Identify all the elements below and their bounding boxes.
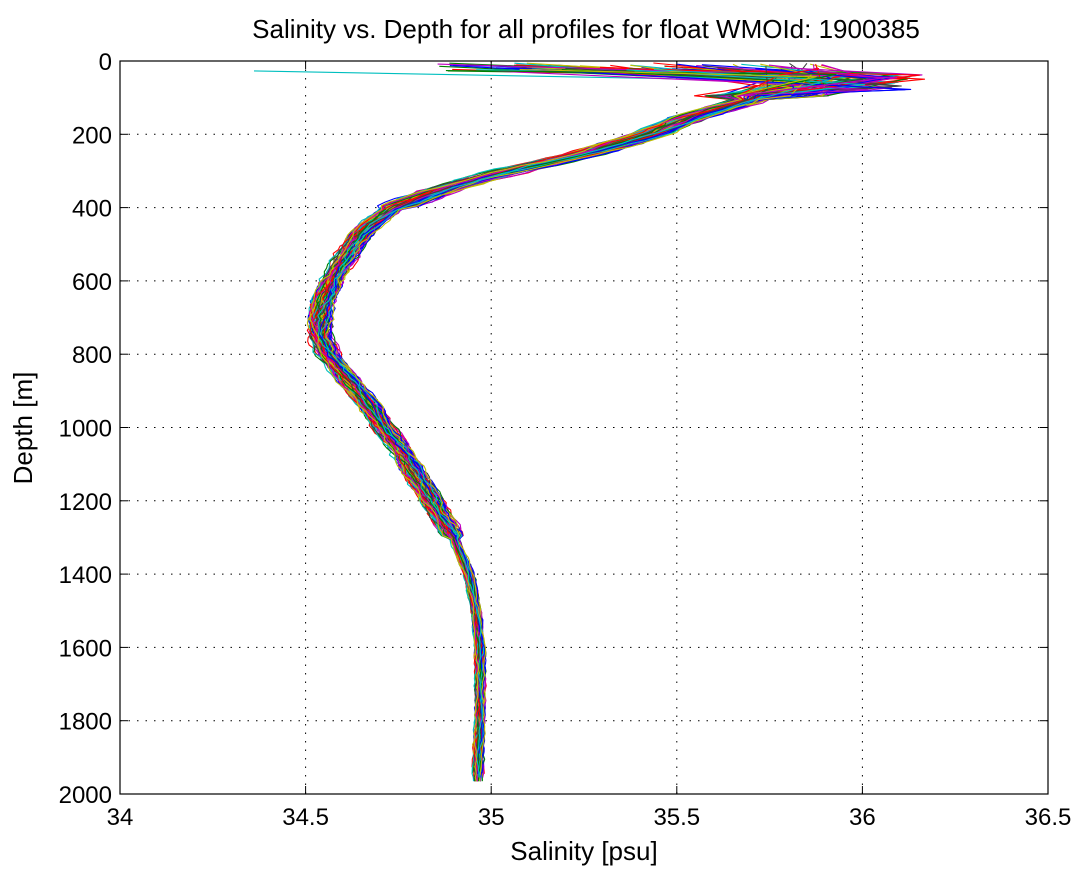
salinity-profile-line bbox=[328, 68, 882, 778]
salinity-profile-line bbox=[323, 64, 880, 782]
y-tick-label: 1000 bbox=[59, 416, 112, 443]
y-tick-label: 200 bbox=[72, 122, 112, 149]
salinity-profile-line bbox=[325, 69, 893, 778]
salinity-profile-line bbox=[328, 67, 911, 782]
x-tick-label: 34.5 bbox=[282, 804, 329, 831]
y-tick-label: 1400 bbox=[59, 562, 112, 589]
y-tick-label: 1800 bbox=[59, 709, 112, 736]
x-tick-label: 35.5 bbox=[653, 804, 700, 831]
salinity-profile-line bbox=[320, 62, 808, 782]
x-tick-label: 35 bbox=[478, 804, 505, 831]
x-tick-label: 36 bbox=[849, 804, 876, 831]
salinity-profile-line bbox=[317, 68, 829, 778]
salinity-profile-line bbox=[326, 63, 898, 778]
salinity-profile-line bbox=[323, 65, 830, 778]
x-tick-label: 36.5 bbox=[1025, 804, 1072, 831]
salinity-profile-line bbox=[307, 67, 899, 778]
salinity-profile-line bbox=[322, 63, 824, 778]
x-tick-label: 34 bbox=[107, 804, 134, 831]
salinity-profile-line bbox=[319, 70, 906, 778]
salinity-profile-line bbox=[321, 62, 826, 778]
salinity-profile-line bbox=[322, 71, 821, 774]
salinity-profile-line bbox=[314, 70, 869, 782]
salinity-profile-line bbox=[314, 69, 895, 782]
salinity-profile-line bbox=[315, 65, 902, 778]
salinity-profile-line bbox=[318, 66, 818, 782]
salinity-profile-line bbox=[322, 64, 863, 782]
salinity-profile-line bbox=[325, 63, 813, 782]
salinity-profile-line bbox=[322, 64, 876, 774]
salinity-profile-line bbox=[319, 65, 901, 778]
salinity-profile-line bbox=[316, 68, 886, 782]
chart-title: Salinity vs. Depth for all profiles for … bbox=[252, 14, 920, 44]
axis-ticks bbox=[119, 60, 1049, 795]
salinity-profile-line bbox=[319, 66, 817, 778]
y-axis-label: Depth [m] bbox=[8, 372, 38, 485]
salinity-profile-line bbox=[322, 67, 819, 774]
salinity-profile-line bbox=[311, 64, 860, 778]
salinity-profile-line bbox=[323, 64, 866, 778]
salinity-profile-line bbox=[318, 68, 868, 782]
grid-lines bbox=[120, 61, 1048, 794]
y-tick-label: 800 bbox=[72, 342, 112, 369]
salinity-profile-line bbox=[320, 62, 799, 778]
salinity-profile-line bbox=[316, 68, 864, 782]
y-tick-label: 1600 bbox=[59, 635, 112, 662]
salinity-profile-line bbox=[309, 67, 902, 782]
salinity-profile-line bbox=[319, 63, 838, 782]
salinity-profile-line bbox=[323, 66, 855, 778]
salinity-profile-line bbox=[311, 69, 896, 778]
salinity-profile-line bbox=[320, 68, 852, 778]
salinity-profile-line bbox=[328, 64, 894, 774]
salinity-profile-line bbox=[325, 69, 832, 778]
salinity-profile-line bbox=[309, 68, 817, 782]
salinity-profile-line bbox=[317, 66, 769, 775]
salinity-profile-line bbox=[320, 69, 866, 778]
x-tick-labels: 34 34.5 35 35.5 36 36.5 bbox=[107, 804, 1072, 831]
salinity-profile-line bbox=[321, 64, 817, 782]
salinity-profile-line bbox=[322, 68, 827, 782]
salinity-profile-line bbox=[313, 69, 872, 782]
salinity-profile-line bbox=[311, 67, 921, 774]
y-tick-label: 0 bbox=[99, 49, 112, 76]
salinity-profile-line bbox=[313, 65, 926, 782]
y-tick-label: 2000 bbox=[59, 782, 112, 809]
salinity-profile-line bbox=[313, 66, 843, 778]
salinity-profile-line bbox=[306, 64, 907, 782]
salinity-profile-line bbox=[317, 69, 865, 782]
salinity-profile-line bbox=[308, 64, 883, 782]
y-tick-label: 600 bbox=[72, 269, 112, 296]
salinity-profile-line bbox=[309, 68, 820, 778]
salinity-profile-line bbox=[253, 70, 896, 778]
salinity-profile-line bbox=[317, 63, 865, 778]
x-axis-label: Salinity [psu] bbox=[510, 836, 657, 866]
salinity-profile-line bbox=[315, 70, 908, 778]
profiles-group bbox=[253, 62, 926, 782]
salinity-profile-line bbox=[318, 65, 912, 774]
y-tick-labels: 0 200 400 600 800 1000 1200 1400 1600 1800 2000 bbox=[59, 49, 112, 809]
salinity-profile-line bbox=[327, 65, 783, 778]
salinity-profile-line bbox=[314, 64, 906, 782]
plot-frame bbox=[119, 60, 1049, 795]
y-tick-label: 400 bbox=[72, 196, 112, 223]
salinity-profile-line bbox=[314, 67, 869, 782]
salinity-profile-line bbox=[321, 66, 833, 774]
y-tick-label: 1200 bbox=[59, 489, 112, 516]
salinity-profile-line bbox=[308, 66, 923, 782]
salinity-profile-line bbox=[319, 62, 818, 778]
salinity-profile-line bbox=[324, 64, 816, 774]
salinity-profile-line bbox=[319, 70, 871, 778]
salinity-profile-line bbox=[318, 62, 862, 778]
salinity-profile-line bbox=[320, 63, 799, 782]
